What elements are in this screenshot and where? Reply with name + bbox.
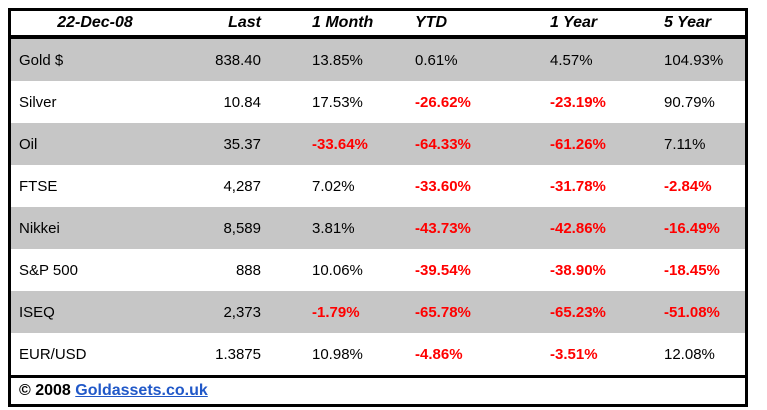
- value-cell: -31.78%: [550, 177, 606, 195]
- column-header-5-year: 5 Year: [663, 11, 745, 39]
- asset-name-cell: Gold $: [11, 37, 203, 81]
- asset-name-cell: ISEQ: [11, 291, 203, 333]
- value-cell: -39.54%: [415, 261, 471, 279]
- table-row: FTSE 4,287 7.02% -33.60% -31.78% -2.84%: [11, 165, 745, 207]
- value-cell: -61.26%: [549, 123, 663, 165]
- value-cell: 13.85%: [261, 37, 414, 81]
- value-cell: 2,373: [203, 291, 261, 333]
- value-cell: -51.08%: [663, 291, 745, 333]
- value-cell: -33.64%: [261, 123, 414, 165]
- table-row: Nikkei 8,589 3.81% -43.73% -42.86% -16.49%: [11, 207, 745, 249]
- value-cell: 17.53%: [312, 93, 363, 111]
- value-cell: 12.08%: [664, 345, 715, 363]
- value-cell: -18.45%: [664, 261, 720, 279]
- value-cell: -16.49%: [663, 207, 745, 249]
- column-header-1-month: 1 Month: [261, 11, 414, 39]
- value-cell: -2.84%: [664, 177, 712, 195]
- value-cell: 35.37: [203, 123, 261, 165]
- asset-name-cell: Silver: [19, 93, 57, 111]
- column-header-1-year: 1 Year: [549, 11, 663, 39]
- value-cell: -3.51%: [550, 345, 598, 363]
- goldassets-link[interactable]: Goldassets.co.uk: [75, 382, 208, 399]
- value-cell: 7.02%: [312, 177, 355, 195]
- value-cell: 10.98%: [312, 345, 363, 363]
- value-cell: 838.40: [203, 37, 261, 81]
- table-body: Gold $838.40 13.85% 0.61% 4.57% 104.93% Silve…: [11, 37, 745, 377]
- value-cell: 8,589: [203, 207, 261, 249]
- value-cell: -38.90%: [550, 261, 606, 279]
- value-cell: -4.86%: [415, 345, 463, 363]
- value-cell: -23.19%: [550, 93, 606, 111]
- value-cell: 7.11%: [663, 123, 745, 165]
- market-performance-panel: 22-Dec-08 Last 1 Month YTD 1 Year 5 Year…: [8, 8, 748, 407]
- asset-name-cell: Oil: [11, 123, 203, 165]
- value-cell: -64.33%: [414, 123, 549, 165]
- value-cell: 0.61%: [414, 37, 549, 81]
- value-cell: 1.3875: [215, 345, 261, 363]
- asset-name-cell: EUR/USD: [19, 345, 87, 363]
- header-row: 22-Dec-08 Last 1 Month YTD 1 Year 5 Year: [11, 11, 745, 39]
- table-row: Gold $838.40 13.85% 0.61% 4.57% 104.93%: [11, 37, 745, 81]
- value-cell: -43.73%: [414, 207, 549, 249]
- value-cell: -65.23%: [549, 291, 663, 333]
- value-cell: -33.60%: [415, 177, 471, 195]
- value-cell: 3.81%: [261, 207, 414, 249]
- copyright-text: © 2008: [19, 382, 76, 399]
- value-cell: 888: [235, 261, 261, 279]
- value-cell: -1.79%: [261, 291, 414, 333]
- value-cell: 104.93%: [663, 37, 745, 81]
- asset-name-cell: Nikkei: [11, 207, 203, 249]
- column-header-last: Last: [203, 11, 261, 39]
- value-cell: -65.78%: [414, 291, 549, 333]
- value-cell: -26.62%: [415, 93, 471, 111]
- value-cell: 10.84: [223, 93, 261, 111]
- value-cell: 90.79%: [664, 93, 715, 111]
- table-row: Oil 35.37 -33.64% -64.33% -61.26% 7.11%: [11, 123, 745, 165]
- table-row: ISEQ 2,373 -1.79% -65.78% -65.23% -51.08%: [11, 291, 745, 333]
- value-cell: 4.57%: [549, 37, 663, 81]
- asset-name-cell: S&P 500: [19, 261, 78, 279]
- column-header-ytd: YTD: [414, 11, 549, 39]
- value-cell: -42.86%: [549, 207, 663, 249]
- market-performance-table: 22-Dec-08 Last 1 Month YTD 1 Year 5 Year…: [11, 11, 745, 404]
- value-cell: 4,287: [223, 177, 261, 195]
- value-cell: 10.06%: [312, 261, 363, 279]
- table-header: 22-Dec-08 Last 1 Month YTD 1 Year 5 Year: [11, 11, 745, 39]
- table-footer: © 2008 Goldassets.co.uk: [11, 375, 745, 404]
- column-header-date: 22-Dec-08: [11, 11, 203, 39]
- table-row: S&P 500 888 10.06% -39.54% -38.90% -18.45%: [11, 249, 745, 291]
- table-row: Silver 10.84 17.53% -26.62% -23.19% 90.79%: [11, 81, 745, 123]
- table-row: EUR/USD 1.3875 10.98% -4.86% -3.51% 12.08%: [11, 333, 745, 377]
- footer-row: © 2008 Goldassets.co.uk: [11, 375, 745, 404]
- asset-name-cell: FTSE: [19, 177, 58, 195]
